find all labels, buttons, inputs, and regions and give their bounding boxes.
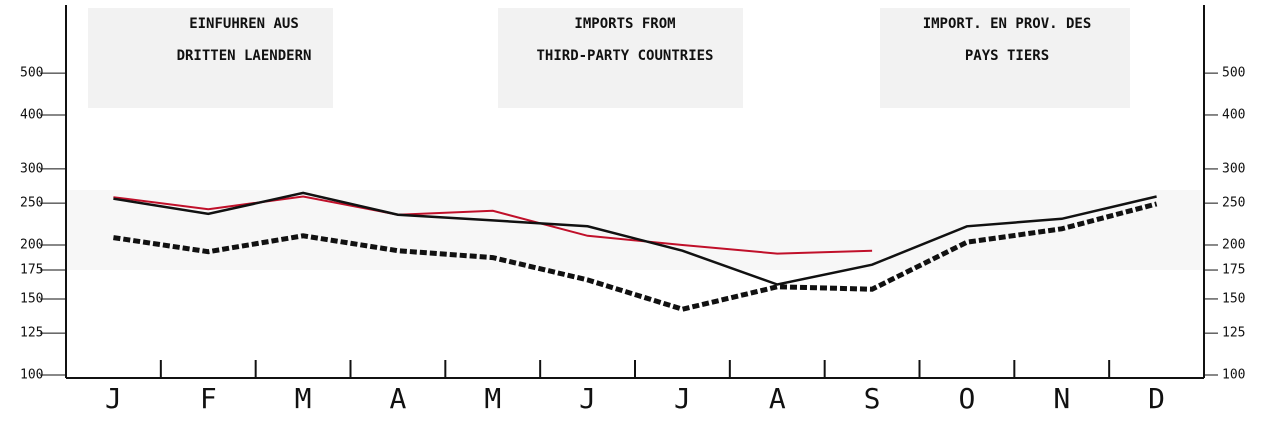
annotation: DRITTEN LAENDERN [177, 48, 312, 64]
series-line [113, 201, 1158, 312]
x-tick-label: D [1148, 382, 1165, 415]
annotation: PAYS TIERS [965, 48, 1049, 64]
y-tick-label: 175 [20, 263, 43, 278]
band [66, 190, 1204, 270]
y-tick-label: 200 [20, 237, 43, 252]
header-panel [498, 8, 743, 108]
y-tick-label: 300 [20, 161, 43, 176]
x-tick-label: J [579, 382, 596, 415]
x-tick-label: O [958, 382, 975, 415]
y-tick-label: 125 [20, 326, 43, 341]
header-panel [88, 8, 333, 108]
y2-tick-label: 200 [1222, 237, 1245, 252]
header-panel [880, 8, 1130, 108]
x-tick-label: A [389, 382, 406, 415]
y2-tick-label: 300 [1222, 161, 1245, 176]
annotation: THIRD-PARTY COUNTRIES [536, 48, 713, 64]
series-line [113, 195, 873, 255]
series-line [113, 191, 1157, 286]
y2-tick-label: 250 [1222, 196, 1245, 211]
x-tick-label: M [484, 382, 501, 415]
y2-tick-label: 500 [1222, 66, 1245, 81]
x-tick-label: J [674, 382, 691, 415]
y2-tick-label: 175 [1222, 263, 1245, 278]
y-tick-label: 250 [20, 196, 43, 211]
x-tick-label: S [864, 382, 881, 415]
annotation: IMPORTS FROM [574, 16, 675, 32]
y-tick-label: 100 [20, 368, 43, 383]
y2-tick-label: 100 [1222, 368, 1245, 383]
y2-tick-label: 125 [1222, 326, 1245, 341]
y-tick-label: 400 [20, 107, 43, 122]
x-tick-label: J [105, 382, 122, 415]
x-tick-label: A [769, 382, 786, 415]
y-tick-label: 500 [20, 66, 43, 81]
y2-tick-label: 400 [1222, 107, 1245, 122]
y2-tick-label: 150 [1222, 291, 1245, 306]
annotation: EINFUHREN AUS [189, 16, 299, 32]
x-tick-label: F [200, 382, 217, 415]
y-tick-label: 150 [20, 291, 43, 306]
x-tick-label: N [1053, 382, 1070, 415]
x-tick-label: M [295, 382, 312, 415]
annotation: IMPORT. EN PROV. DES [923, 16, 1092, 32]
